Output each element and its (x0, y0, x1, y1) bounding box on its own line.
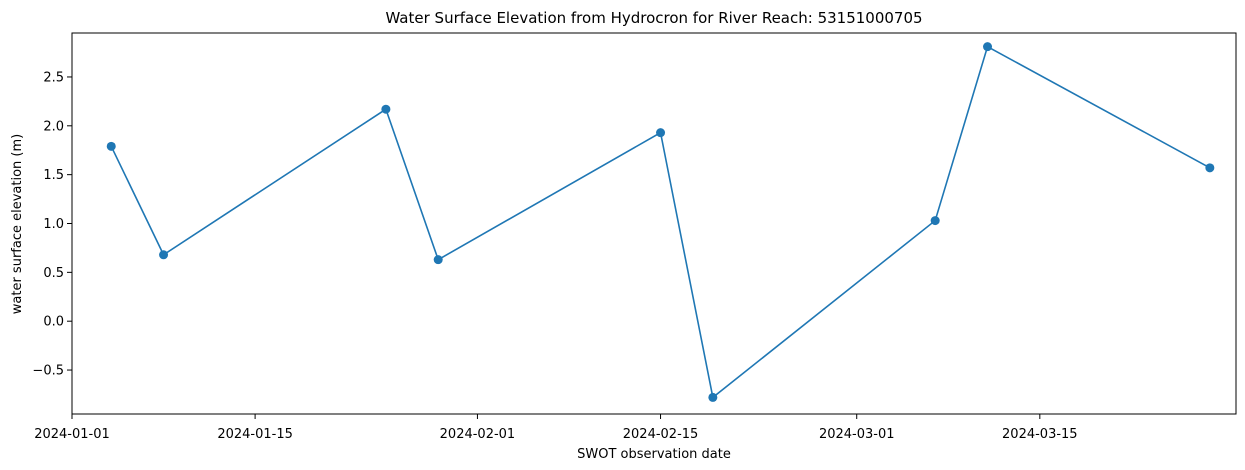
y-tick-label: 0.0 (43, 315, 64, 330)
data-point (381, 104, 391, 114)
data-point (708, 392, 718, 402)
y-axis-ticks: −0.5 0.0 0.5 1.0 1.5 2.0 2.5 (32, 70, 72, 379)
x-tick-label: 2024-03-01 (819, 427, 895, 442)
x-tick-label: 2024-03-15 (1002, 427, 1078, 442)
data-point (159, 250, 169, 260)
x-axis-ticks: 2024-01-01 2024-01-15 2024-02-01 2024-02-15… (34, 414, 1078, 442)
x-tick-label: 2024-01-15 (217, 427, 293, 442)
data-point (983, 42, 993, 52)
y-tick-label: 1.5 (43, 168, 64, 183)
data-point (1205, 163, 1215, 173)
y-tick-label: 2.5 (43, 70, 64, 85)
y-tick-label: 1.0 (43, 217, 64, 232)
data-point (106, 141, 116, 151)
y-tick-label: −0.5 (32, 364, 64, 379)
x-tick-label: 2024-02-01 (440, 427, 516, 442)
data-point (433, 255, 443, 265)
data-point (656, 128, 666, 138)
plot-area-frame (71, 32, 1237, 415)
x-tick-label: 2024-01-01 (34, 427, 110, 442)
chart-title: Water Surface Elevation from Hydrocron f… (385, 9, 922, 27)
x-tick-label: 2024-02-15 (623, 427, 699, 442)
series-layer (106, 42, 1215, 402)
y-axis-label: water surface elevation (m) (10, 134, 25, 314)
x-axis-label: SWOT observation date (577, 447, 731, 462)
y-tick-label: 0.5 (43, 266, 64, 281)
data-point (930, 216, 940, 226)
y-tick-label: 2.0 (43, 119, 64, 134)
